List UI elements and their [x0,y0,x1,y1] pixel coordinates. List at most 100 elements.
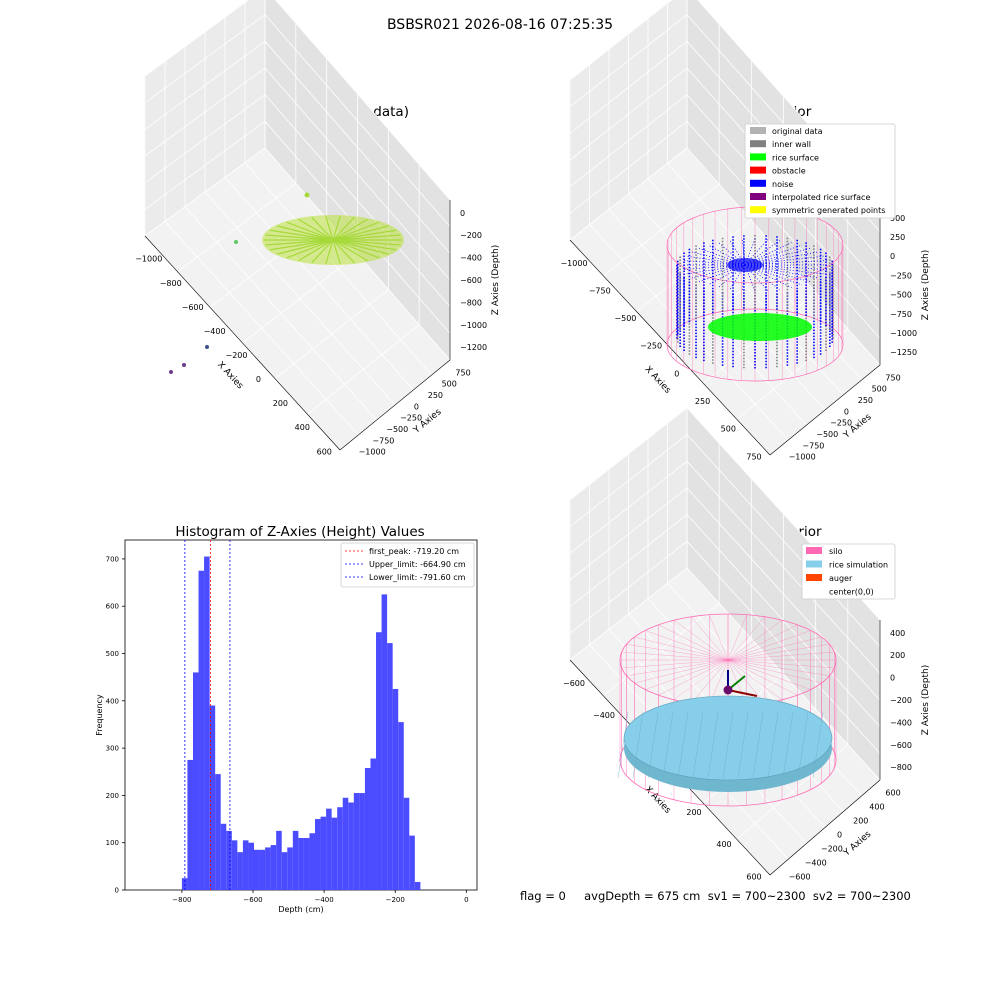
plot2-noise-ray [683,260,746,266]
plot2-y-tick-label: 250 [858,396,873,405]
plot1-y-tick-label: 750 [455,368,470,377]
plot1-radial-points [332,225,389,241]
plot1-grid-z [144,14,451,227]
histogram-bar [259,849,266,890]
plot2-x-tick-label: −250 [640,342,662,351]
plot1-z-tick-label: 0 [460,209,465,218]
plot4-z-tick-label: −600 [890,741,912,750]
plot4-silo-roof-line [673,620,729,661]
plot2-z-tick-label: −500 [890,291,912,300]
histogram-bar [226,830,232,890]
histogram-bar [414,881,421,890]
histogram-bar [253,849,260,890]
plot1-radial-points [286,239,334,259]
plot2-noise-ray [744,255,824,266]
histogram-bar [270,845,277,890]
plot1-radial-points [325,239,334,265]
histogram-bar [220,823,227,890]
plot1-x-tick-label: −600 [182,303,204,312]
histogram-bar [204,556,210,890]
plot4-rice-mesh [767,711,779,779]
histogram-x-tick-label: −800 [172,896,191,904]
plot2-noise-ray [683,264,746,270]
plot4-silo-roof-line [626,644,729,661]
histogram-bar [370,758,377,890]
plot2-grid-z [569,147,881,366]
plot1-x-tick-label: 200 [273,399,288,408]
histogram-legend-box [340,542,475,588]
histogram-bar [231,840,238,890]
plot2-y-tick-label: −500 [816,430,838,439]
plot4-rice-mesh [647,711,659,779]
histogram-bar [353,793,360,890]
plot2-x-tick-label: −1000 [560,259,587,268]
histogram-bar [392,688,399,890]
plot4-z-axis-label: Z Axies (Depth) [921,665,931,736]
histogram-y-axis-label: Frequency [95,694,104,736]
plot2-legend-box [744,123,896,219]
plot1-x-tick-label: −200 [226,351,248,360]
plot2-noise-ray [741,239,746,266]
plot2-z-axis-label: Z Axies (Depth) [921,250,931,321]
plot1-x-tick-label: 400 [295,423,310,432]
plot4-silo-roof-line [658,624,729,661]
histogram-bar [215,774,221,890]
plot4-y-tick-label: 600 [885,789,900,798]
plot2-noise-ray [744,264,781,290]
histogram-y-tick-label: 100 [106,839,119,847]
histogram-bar [237,852,243,890]
histogram-bar [326,808,332,890]
plot1-radial-points [269,239,334,251]
histogram-frame [124,539,478,891]
plot4-silo-roof-line [709,614,729,661]
plot4-rice-mesh [812,711,824,779]
histogram-bar [364,767,371,890]
plot4-center-point [723,685,733,695]
plot1-x-tick-label: −400 [204,327,226,336]
plot1-radial-points [277,225,334,241]
legend-swatch-rice-surface [750,153,766,161]
plot4-grid-z [569,540,881,754]
plot4-legend-label: center(0,0) [829,588,874,597]
plot1-radial-points [332,239,397,251]
plot2-noise-ray [698,264,746,283]
plot4-silo-roof-line [727,630,811,661]
histogram-x-tick-label: −200 [386,896,405,904]
histogram-bar [281,852,288,890]
plot4-y-axis-label: Y Axies [841,829,873,859]
plot1-radial-points [277,239,334,255]
plot1-outlier-point [169,370,173,374]
plot2-x-tick-label: −750 [589,286,611,295]
legend-swatch-original-data [750,127,766,134]
histogram-bar [242,840,249,890]
plot2-noise-ray [698,247,746,266]
legend-label-interpolated-rice-surface: interpolated rice surface [772,193,870,202]
legend-label-rice-surface: rice surface [772,153,819,162]
plot2-z-tick-label: −750 [890,310,912,319]
histogram-bar [387,643,393,890]
histogram-bar [209,705,216,890]
plot1-radial-points [332,229,397,241]
histogram-bar [298,837,304,890]
plot1-x-tick-label: 600 [317,447,332,456]
plot4-legend-box [801,543,896,600]
plot4-silo-roof-line [690,616,729,661]
plot4-x-axis-label: X Axies [642,785,672,816]
histogram-bar [292,830,299,890]
histogram-bar [381,594,388,890]
plot1-radial-points [332,221,380,241]
plot1-x-tick-label: −800 [160,279,182,288]
plot1-grid-y [204,191,396,406]
plot4-silo-roof-line [727,644,830,661]
plot2-noise-ray [744,240,781,266]
plot4-silo-roof-line [727,659,822,684]
plot2-z-tick-label: −250 [890,271,912,280]
plot1-grid-z [144,67,451,281]
legend-label-inner-wall: inner wall [772,140,811,149]
histogram-x-tick-label: −600 [243,896,262,904]
plot4-rice-mesh [707,711,719,779]
plot4-grid-z [569,567,881,781]
histogram-y-tick-label: 400 [106,697,119,705]
plot4-x-tick-label: −400 [593,711,615,720]
histogram-y-tick-label: 200 [106,792,119,800]
